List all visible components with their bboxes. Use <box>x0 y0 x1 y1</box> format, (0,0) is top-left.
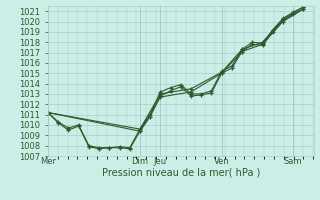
X-axis label: Pression niveau de la mer( hPa ): Pression niveau de la mer( hPa ) <box>102 168 260 178</box>
